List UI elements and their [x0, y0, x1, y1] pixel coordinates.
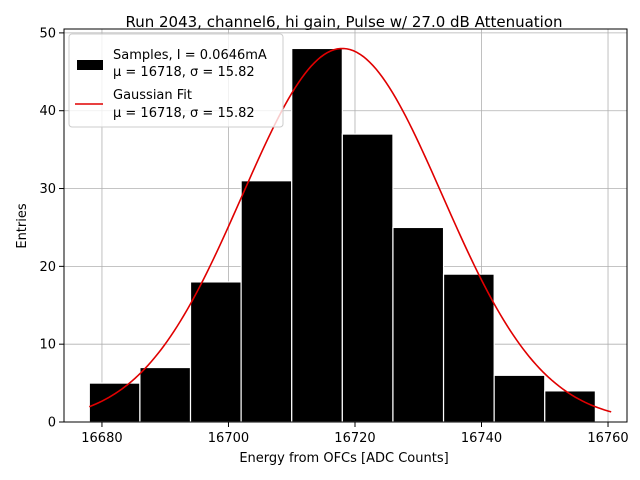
histogram-bar — [493, 374, 546, 423]
histogram-bars — [88, 47, 596, 423]
x-tick-label: 16700 — [208, 431, 249, 446]
legend-samples-swatch — [77, 60, 103, 70]
legend-samples-label: Samples, I = 0.0646mA — [113, 48, 267, 63]
plot-frame — [63, 28, 628, 423]
y-tick-label: 30 — [39, 182, 56, 197]
histogram-bar — [392, 226, 445, 423]
legend: Samples, I = 0.0646mA μ = 16718, σ = 15.… — [68, 33, 284, 128]
histogram-bar — [544, 390, 596, 423]
chart-title: Run 2043, channel6, hi gain, Pulse w/ 27… — [125, 13, 562, 31]
legend-box — [68, 33, 284, 128]
histogram-bar — [139, 366, 192, 423]
legend-fit-label: Gaussian Fit — [113, 88, 192, 103]
histogram-bar — [291, 47, 343, 423]
y-tick-label: 20 — [39, 260, 56, 275]
y-tick-label: 0 — [48, 416, 56, 431]
x-axis-label: Energy from OFCs [ADC Counts] — [239, 451, 448, 466]
y-tick-label: 40 — [39, 104, 56, 119]
legend-samples-stats: μ = 16718, σ = 15.82 — [113, 65, 255, 80]
x-tick-label: 16760 — [587, 431, 628, 446]
gaussian-fit-layer — [89, 47, 612, 413]
histogram-bar — [88, 382, 141, 423]
x-tick-label: 16740 — [461, 431, 502, 446]
x-tick-label: 16680 — [81, 431, 122, 446]
legend-fit-stats: μ = 16718, σ = 15.82 — [113, 106, 255, 121]
gaussian-fit-curve — [89, 47, 612, 413]
axis-ticks: 16680 16700 16720 16740 16760 0 10 20 30 40 50 — [39, 26, 628, 446]
y-tick-label: 10 — [39, 338, 56, 353]
histogram-bar — [189, 281, 242, 423]
x-tick-label: 16720 — [334, 431, 375, 446]
y-axis-label: Entries — [15, 203, 30, 249]
histogram-bar — [240, 180, 293, 423]
y-tick-label: 50 — [39, 26, 56, 41]
histogram-bar — [341, 133, 394, 423]
histogram-bar — [442, 273, 495, 423]
